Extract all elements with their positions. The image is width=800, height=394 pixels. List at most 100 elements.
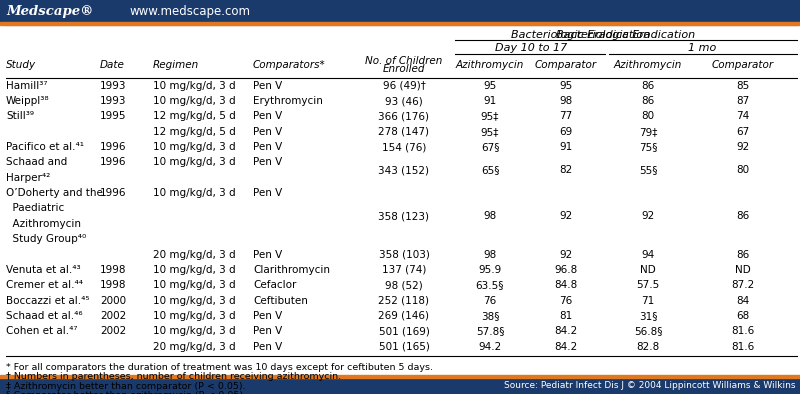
Text: 358 (103): 358 (103) — [378, 249, 430, 260]
Text: 95‡: 95‡ — [481, 127, 499, 137]
Text: ND: ND — [640, 265, 656, 275]
Text: Still³⁹: Still³⁹ — [6, 112, 34, 121]
Text: 96.8: 96.8 — [554, 265, 578, 275]
Text: 81.6: 81.6 — [731, 326, 754, 336]
Text: 98: 98 — [559, 96, 573, 106]
Text: 86: 86 — [642, 96, 654, 106]
Text: Pacifico et al.⁴¹: Pacifico et al.⁴¹ — [6, 142, 84, 152]
Text: 57.5: 57.5 — [636, 280, 660, 290]
Text: 1995: 1995 — [100, 112, 126, 121]
Text: Cremer et al.⁴⁴: Cremer et al.⁴⁴ — [6, 280, 83, 290]
Text: 10 mg/kg/d, 3 d: 10 mg/kg/d, 3 d — [153, 311, 236, 321]
Text: Medscape®: Medscape® — [6, 4, 94, 17]
Text: 85: 85 — [736, 81, 750, 91]
Text: Hamill³⁷: Hamill³⁷ — [6, 81, 47, 91]
Text: Pen V: Pen V — [253, 249, 282, 260]
Text: 10 mg/kg/d, 3 d: 10 mg/kg/d, 3 d — [153, 296, 236, 306]
Text: 68: 68 — [736, 311, 750, 321]
Text: Harper⁴²: Harper⁴² — [6, 173, 50, 183]
Text: 65§: 65§ — [481, 165, 499, 175]
Text: 69: 69 — [559, 127, 573, 137]
Text: 98 (52): 98 (52) — [385, 280, 423, 290]
Text: 95.9: 95.9 — [478, 265, 502, 275]
Text: 38§: 38§ — [481, 311, 499, 321]
Text: Cohen et al.⁴⁷: Cohen et al.⁴⁷ — [6, 326, 78, 336]
Text: 71: 71 — [642, 296, 654, 306]
Text: 80: 80 — [737, 165, 750, 175]
Text: ND: ND — [735, 265, 751, 275]
Text: Day 10 to 17: Day 10 to 17 — [495, 43, 567, 53]
Text: 94.2: 94.2 — [478, 342, 502, 352]
Text: Study: Study — [6, 60, 36, 70]
Text: 20 mg/kg/d, 3 d: 20 mg/kg/d, 3 d — [153, 249, 236, 260]
Text: Comparator: Comparator — [712, 60, 774, 70]
Text: Pen V: Pen V — [253, 311, 282, 321]
Text: 84.8: 84.8 — [554, 280, 578, 290]
Text: Study Group⁴⁰: Study Group⁴⁰ — [6, 234, 86, 244]
Text: ‡ Azithromycin better than comparator (P < 0.05).: ‡ Azithromycin better than comparator (P… — [6, 382, 246, 391]
Text: Pen V: Pen V — [253, 158, 282, 167]
Text: 95‡: 95‡ — [481, 112, 499, 121]
Text: 82: 82 — [559, 165, 573, 175]
Text: Bacteriologic Eradication: Bacteriologic Eradication — [511, 30, 650, 40]
Text: 92: 92 — [736, 142, 750, 152]
Text: 86: 86 — [642, 81, 654, 91]
Text: 76: 76 — [559, 296, 573, 306]
Text: 269 (146): 269 (146) — [378, 311, 430, 321]
Text: Pen V: Pen V — [253, 342, 282, 352]
Text: 2002: 2002 — [100, 326, 126, 336]
Text: 98: 98 — [483, 249, 497, 260]
Text: 137 (74): 137 (74) — [382, 265, 426, 275]
Text: 10 mg/kg/d, 3 d: 10 mg/kg/d, 3 d — [153, 265, 236, 275]
Text: 80: 80 — [642, 112, 654, 121]
Text: 20 mg/kg/d, 3 d: 20 mg/kg/d, 3 d — [153, 342, 236, 352]
Text: 67: 67 — [736, 127, 750, 137]
Text: Azithromycin: Azithromycin — [6, 219, 81, 229]
Text: Ceftibuten: Ceftibuten — [253, 296, 308, 306]
Text: 1993: 1993 — [100, 96, 126, 106]
Text: Venuta et al.⁴³: Venuta et al.⁴³ — [6, 265, 81, 275]
Text: 75§: 75§ — [638, 142, 658, 152]
Text: 1993: 1993 — [100, 81, 126, 91]
Text: Boccazzi et al.⁴⁵: Boccazzi et al.⁴⁵ — [6, 296, 90, 306]
Text: O’Doherty and the: O’Doherty and the — [6, 188, 103, 198]
Text: No. of Children: No. of Children — [366, 56, 442, 66]
Text: 10 mg/kg/d, 3 d: 10 mg/kg/d, 3 d — [153, 326, 236, 336]
Text: 92: 92 — [559, 211, 573, 221]
Text: 1 mo: 1 mo — [688, 43, 716, 53]
Text: 87: 87 — [736, 96, 750, 106]
Text: 95: 95 — [483, 81, 497, 91]
Text: 252 (118): 252 (118) — [378, 296, 430, 306]
Text: 76: 76 — [483, 296, 497, 306]
Text: 92: 92 — [559, 249, 573, 260]
Text: Weippl³⁸: Weippl³⁸ — [6, 96, 50, 106]
Text: * For all comparators the duration of treatment was 10 days except for ceftibute: * For all comparators the duration of tr… — [6, 363, 433, 372]
Text: Azithromycin: Azithromycin — [614, 60, 682, 70]
Text: 91: 91 — [483, 96, 497, 106]
Bar — [0, 375, 800, 378]
Text: 87.2: 87.2 — [731, 280, 754, 290]
Text: Schaad et al.⁴⁶: Schaad et al.⁴⁶ — [6, 311, 82, 321]
Text: 84.2: 84.2 — [554, 326, 578, 336]
Text: 93 (46): 93 (46) — [385, 96, 423, 106]
Text: † Numbers in parentheses, number of children receiving azithromycin.: † Numbers in parentheses, number of chil… — [6, 372, 341, 381]
Text: Bacteriologic Eradication: Bacteriologic Eradication — [557, 30, 695, 40]
Text: www.medscape.com: www.medscape.com — [130, 4, 251, 17]
Text: 358 (123): 358 (123) — [378, 211, 430, 221]
Text: Clarithromycin: Clarithromycin — [253, 265, 330, 275]
Text: 74: 74 — [736, 112, 750, 121]
Text: 91: 91 — [559, 142, 573, 152]
Text: 501 (169): 501 (169) — [378, 326, 430, 336]
Text: Pen V: Pen V — [253, 326, 282, 336]
Text: 10 mg/kg/d, 3 d: 10 mg/kg/d, 3 d — [153, 280, 236, 290]
Text: 94: 94 — [642, 249, 654, 260]
Text: 2000: 2000 — [100, 296, 126, 306]
Text: Pen V: Pen V — [253, 188, 282, 198]
Text: 82.8: 82.8 — [636, 342, 660, 352]
Text: Enrolled: Enrolled — [382, 64, 426, 74]
Text: 84.2: 84.2 — [554, 342, 578, 352]
Text: 95: 95 — [559, 81, 573, 91]
Bar — [0, 378, 800, 394]
Text: 1998: 1998 — [100, 280, 126, 290]
Text: Comparators*: Comparators* — [253, 60, 326, 70]
